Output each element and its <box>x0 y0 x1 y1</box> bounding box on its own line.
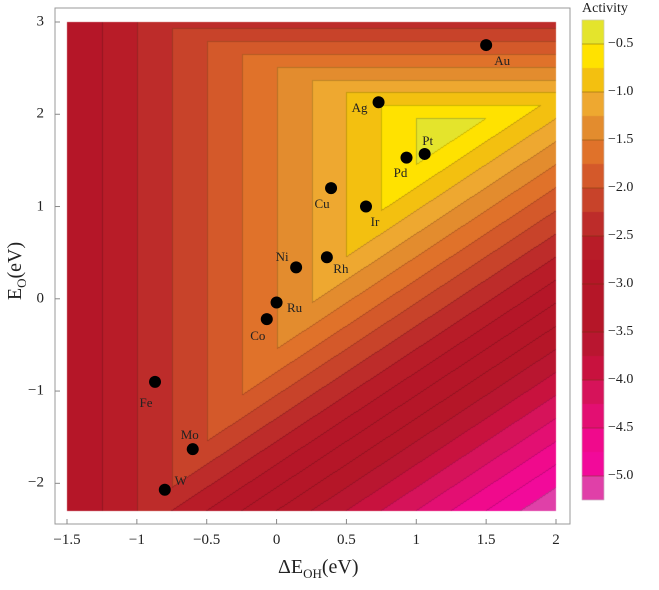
point-cu <box>325 182 338 195</box>
colorbar-title: Activity <box>582 1 628 16</box>
colorbar-tick-label: −2.0 <box>608 180 634 195</box>
x-tick-label: −1.5 <box>53 532 81 548</box>
y-label-sub: O <box>14 278 30 288</box>
y-tick-label: 0 <box>36 290 45 307</box>
y-tick-label: 1 <box>36 198 45 215</box>
colorbar-tick-label: −3.0 <box>608 276 634 291</box>
point-label: Pd <box>393 164 408 180</box>
x-axis-label: ΔEOH(eV) <box>278 556 359 582</box>
colorbar-tick-label: −3.5 <box>608 324 634 339</box>
point-mo <box>186 443 199 456</box>
x-tick-label: −1 <box>128 532 145 548</box>
y-label-unit: (eV) <box>4 241 27 279</box>
point-au <box>480 39 493 52</box>
y-tick-label: 3 <box>36 13 45 30</box>
y-axis-label: EO(eV) <box>4 242 30 300</box>
x-label-unit: (eV) <box>321 556 359 578</box>
y-tick-label: −1 <box>28 382 44 399</box>
y-tick-label: −2 <box>28 474 44 491</box>
x-tick-label: 2 <box>552 532 560 548</box>
x-tick-label: 1.5 <box>476 532 496 548</box>
point-fe <box>149 375 162 388</box>
point-label: Ag <box>351 100 368 116</box>
x-label-main: ΔE <box>278 556 304 578</box>
x-tick-label: 1 <box>412 532 421 548</box>
x-tick-label: 0.5 <box>337 532 356 548</box>
point-pd <box>400 151 413 164</box>
point-rh <box>320 251 333 264</box>
point-label: Mo <box>180 427 199 443</box>
x-tick-label: −0.5 <box>193 532 221 548</box>
point-label: Fe <box>139 394 153 410</box>
point-ag <box>372 96 385 109</box>
plot-frame <box>54 7 571 525</box>
point-label: Rh <box>333 261 349 277</box>
point-label: Ni <box>275 249 289 265</box>
x-label-sub: OH <box>303 566 322 581</box>
point-label: Co <box>250 328 266 344</box>
point-co <box>260 313 273 326</box>
point-pt <box>418 147 431 160</box>
x-tick-label: 0 <box>272 532 281 548</box>
point-label: Cu <box>314 196 330 212</box>
colorbar-tick-label: −1.0 <box>608 84 634 99</box>
colorbar-tick-label: −1.5 <box>608 132 634 147</box>
colorbar-tick-label: −5.0 <box>608 468 634 483</box>
point-label: Ir <box>370 213 380 229</box>
point-label: Pt <box>422 132 434 148</box>
y-label-main: E <box>4 287 27 301</box>
point-ir <box>359 200 372 213</box>
colorbar-tick-label: −2.5 <box>608 228 634 243</box>
point-ni <box>290 261 303 274</box>
point-ru <box>270 296 283 309</box>
colorbar-tick-label: −4.5 <box>608 420 634 435</box>
colorbar-tick-label: −4.0 <box>608 372 634 387</box>
point-label: Ru <box>286 300 303 316</box>
point-w <box>158 483 171 496</box>
point-label: Au <box>494 53 511 69</box>
colorbar-tick-label: −0.5 <box>608 36 634 51</box>
y-tick-label: 2 <box>36 105 45 122</box>
colorbar-frame <box>581 19 605 501</box>
point-label: W <box>174 472 187 488</box>
